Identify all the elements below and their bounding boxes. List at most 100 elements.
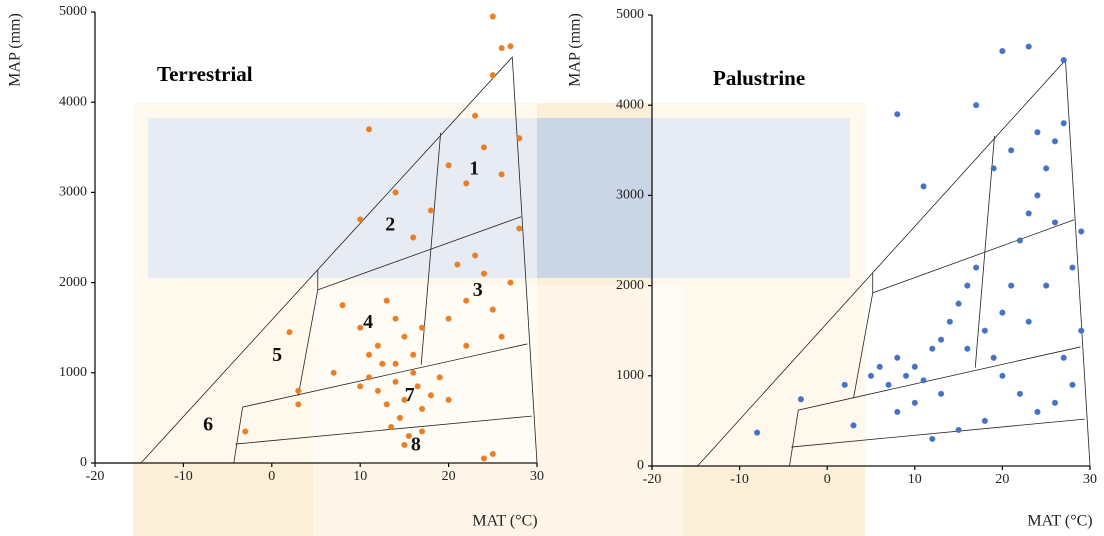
point	[991, 166, 996, 171]
point	[366, 127, 371, 132]
point	[1000, 373, 1005, 378]
point	[411, 235, 416, 240]
point	[1070, 265, 1075, 270]
point	[1026, 319, 1031, 324]
point	[428, 393, 433, 398]
point	[1061, 355, 1066, 360]
point	[490, 451, 495, 456]
point	[358, 325, 363, 330]
point	[982, 328, 987, 333]
y-axis-label: MAP (mm)	[7, 13, 24, 87]
point	[296, 388, 301, 393]
point	[755, 430, 760, 435]
zone-label: 4	[363, 311, 373, 333]
point	[965, 346, 970, 351]
point	[921, 378, 926, 383]
x-tick-label: 0	[268, 469, 275, 484]
x-tick-label: 30	[1083, 472, 1097, 487]
y-tick-label: 4000	[59, 94, 87, 109]
point	[490, 73, 495, 78]
x-axis-label: MAT (°C)	[472, 513, 537, 530]
point	[446, 316, 451, 321]
point	[1000, 310, 1005, 315]
point	[851, 423, 856, 428]
y-tick-label: 1000	[59, 365, 87, 380]
point	[243, 429, 248, 434]
point	[481, 145, 486, 150]
y-tick-label: 2000	[59, 275, 87, 290]
point	[798, 397, 803, 402]
point	[419, 325, 424, 330]
x-tick-label: -10	[174, 469, 193, 484]
point	[481, 456, 486, 461]
page: {"chart_data": [ {"type": "scatter", "ti…	[0, 0, 1104, 536]
point	[1026, 44, 1031, 49]
y-tick-label: 1000	[616, 368, 644, 383]
point	[895, 112, 900, 117]
point	[956, 301, 961, 306]
point	[965, 283, 970, 288]
point	[1017, 391, 1022, 396]
point	[464, 343, 469, 348]
point	[868, 373, 873, 378]
point	[393, 190, 398, 195]
point	[415, 384, 420, 389]
y-tick-label: 5000	[59, 4, 87, 19]
zone-label: 3	[473, 279, 483, 301]
x-tick-label: -20	[643, 472, 662, 487]
point	[517, 136, 522, 141]
point	[1035, 409, 1040, 414]
point	[358, 217, 363, 222]
y-axis-label: MAP (mm)	[567, 13, 584, 87]
zone-label: 1	[469, 157, 479, 179]
x-tick-label: 20	[995, 472, 1009, 487]
point	[499, 45, 504, 50]
point	[296, 402, 301, 407]
point	[974, 265, 979, 270]
point	[366, 375, 371, 380]
point	[938, 391, 943, 396]
y-tick-label: 4000	[616, 97, 644, 112]
point	[1044, 166, 1049, 171]
point	[1061, 121, 1066, 126]
x-tick-label: 20	[442, 469, 456, 484]
zone-label: 7	[405, 384, 415, 406]
point	[340, 303, 345, 308]
x-tick-label: 10	[353, 469, 367, 484]
point	[842, 382, 847, 387]
point	[903, 373, 908, 378]
point	[464, 298, 469, 303]
point	[411, 352, 416, 357]
point	[508, 280, 513, 285]
x-tick-label: 0	[824, 472, 831, 487]
point	[1035, 193, 1040, 198]
point	[490, 14, 495, 19]
point	[1052, 400, 1057, 405]
point	[508, 44, 513, 49]
point	[393, 316, 398, 321]
point	[991, 355, 996, 360]
point	[1052, 220, 1057, 225]
point	[384, 402, 389, 407]
point	[331, 370, 336, 375]
point	[517, 226, 522, 231]
point	[1009, 148, 1014, 153]
point	[1017, 238, 1022, 243]
point	[886, 382, 891, 387]
y-tick-label: 0	[637, 458, 644, 473]
point	[375, 388, 380, 393]
point	[455, 262, 460, 267]
point	[358, 384, 363, 389]
point	[384, 298, 389, 303]
point	[895, 409, 900, 414]
point	[1009, 283, 1014, 288]
zone-label: 5	[272, 344, 282, 366]
point	[366, 352, 371, 357]
point	[1079, 328, 1084, 333]
point	[1079, 229, 1084, 234]
point	[490, 307, 495, 312]
point	[411, 370, 416, 375]
point	[380, 361, 385, 366]
x-tick-label: -20	[86, 469, 105, 484]
point	[499, 334, 504, 339]
